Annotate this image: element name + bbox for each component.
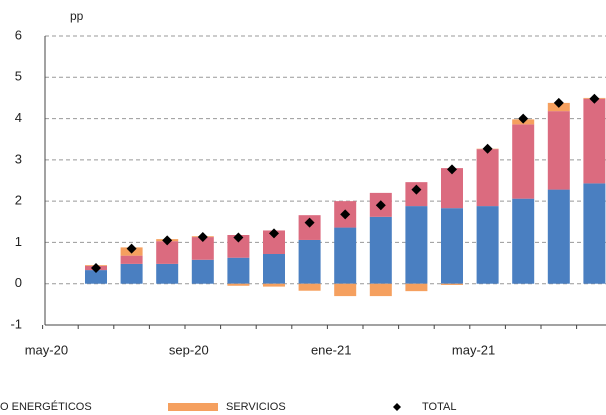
y-tick-label: 4 [15, 110, 22, 125]
bar-segment [547, 111, 570, 190]
total-marker [91, 263, 101, 274]
bar-segment [156, 263, 179, 284]
bar-segment [120, 255, 143, 264]
total-marker [340, 209, 351, 220]
legend-label: SERVICIOS [226, 401, 286, 413]
y-tick-label: 5 [15, 69, 22, 84]
total-marker [197, 232, 208, 243]
y-tick-label: 1 [15, 234, 22, 249]
legend-swatch [168, 403, 218, 411]
bar-segment [405, 206, 428, 284]
y-tick-label: 0 [15, 275, 22, 290]
bar-segment [369, 216, 392, 284]
y-tick-label: 6 [15, 27, 22, 42]
bar-segment [227, 257, 250, 284]
total-marker [589, 93, 600, 104]
bar-segment [441, 283, 463, 285]
x-tick-label: may-21 [452, 342, 495, 357]
bar-segment [512, 198, 535, 284]
bar-segment [191, 259, 214, 284]
x-tick-label: may-20 [25, 342, 68, 357]
bar-segment [369, 283, 392, 297]
total-marker [553, 97, 564, 108]
total-marker [411, 184, 422, 195]
y-axis-label: pp [70, 9, 84, 23]
bar-segment [547, 189, 570, 284]
bar-segment [476, 206, 499, 284]
x-tick-label: ene-21 [311, 342, 351, 357]
total-marker [375, 200, 386, 211]
bar-segment [441, 208, 463, 284]
bar-segment [263, 283, 285, 287]
legend-label: TOTAL [422, 401, 456, 413]
total-marker [482, 143, 493, 154]
y-tick-label: 3 [15, 151, 22, 166]
bar-segment [156, 241, 179, 264]
bar-segment [476, 149, 499, 207]
total-marker [269, 228, 279, 239]
bar-segment [227, 283, 250, 286]
total-marker [447, 164, 457, 175]
legend-swatch [393, 403, 401, 411]
bar-segment [334, 227, 357, 284]
bar-segment [512, 124, 535, 199]
bar-segment [191, 237, 214, 260]
bar-segment [85, 270, 107, 284]
x-tick-label: sep-20 [169, 342, 209, 357]
total-marker [162, 235, 173, 246]
total-marker [126, 243, 137, 254]
bar-segment [405, 283, 428, 292]
y-tick-label: -1 [10, 316, 22, 331]
bar-segment [263, 253, 285, 284]
bar-segment [298, 283, 321, 291]
bar-segment [298, 239, 321, 284]
total-marker [304, 217, 315, 228]
bar-segment [120, 263, 143, 284]
bar-segment [334, 283, 357, 297]
bar-segment [263, 230, 285, 254]
bar-segment [583, 183, 606, 284]
y-tick-label: 2 [15, 193, 22, 208]
bar-segment [227, 234, 250, 258]
bar-segment [441, 168, 463, 209]
total-marker [233, 232, 244, 243]
legend-label: O ENERGÉTICOS [0, 400, 92, 413]
total-marker [518, 113, 529, 124]
bar-segment [583, 98, 606, 184]
